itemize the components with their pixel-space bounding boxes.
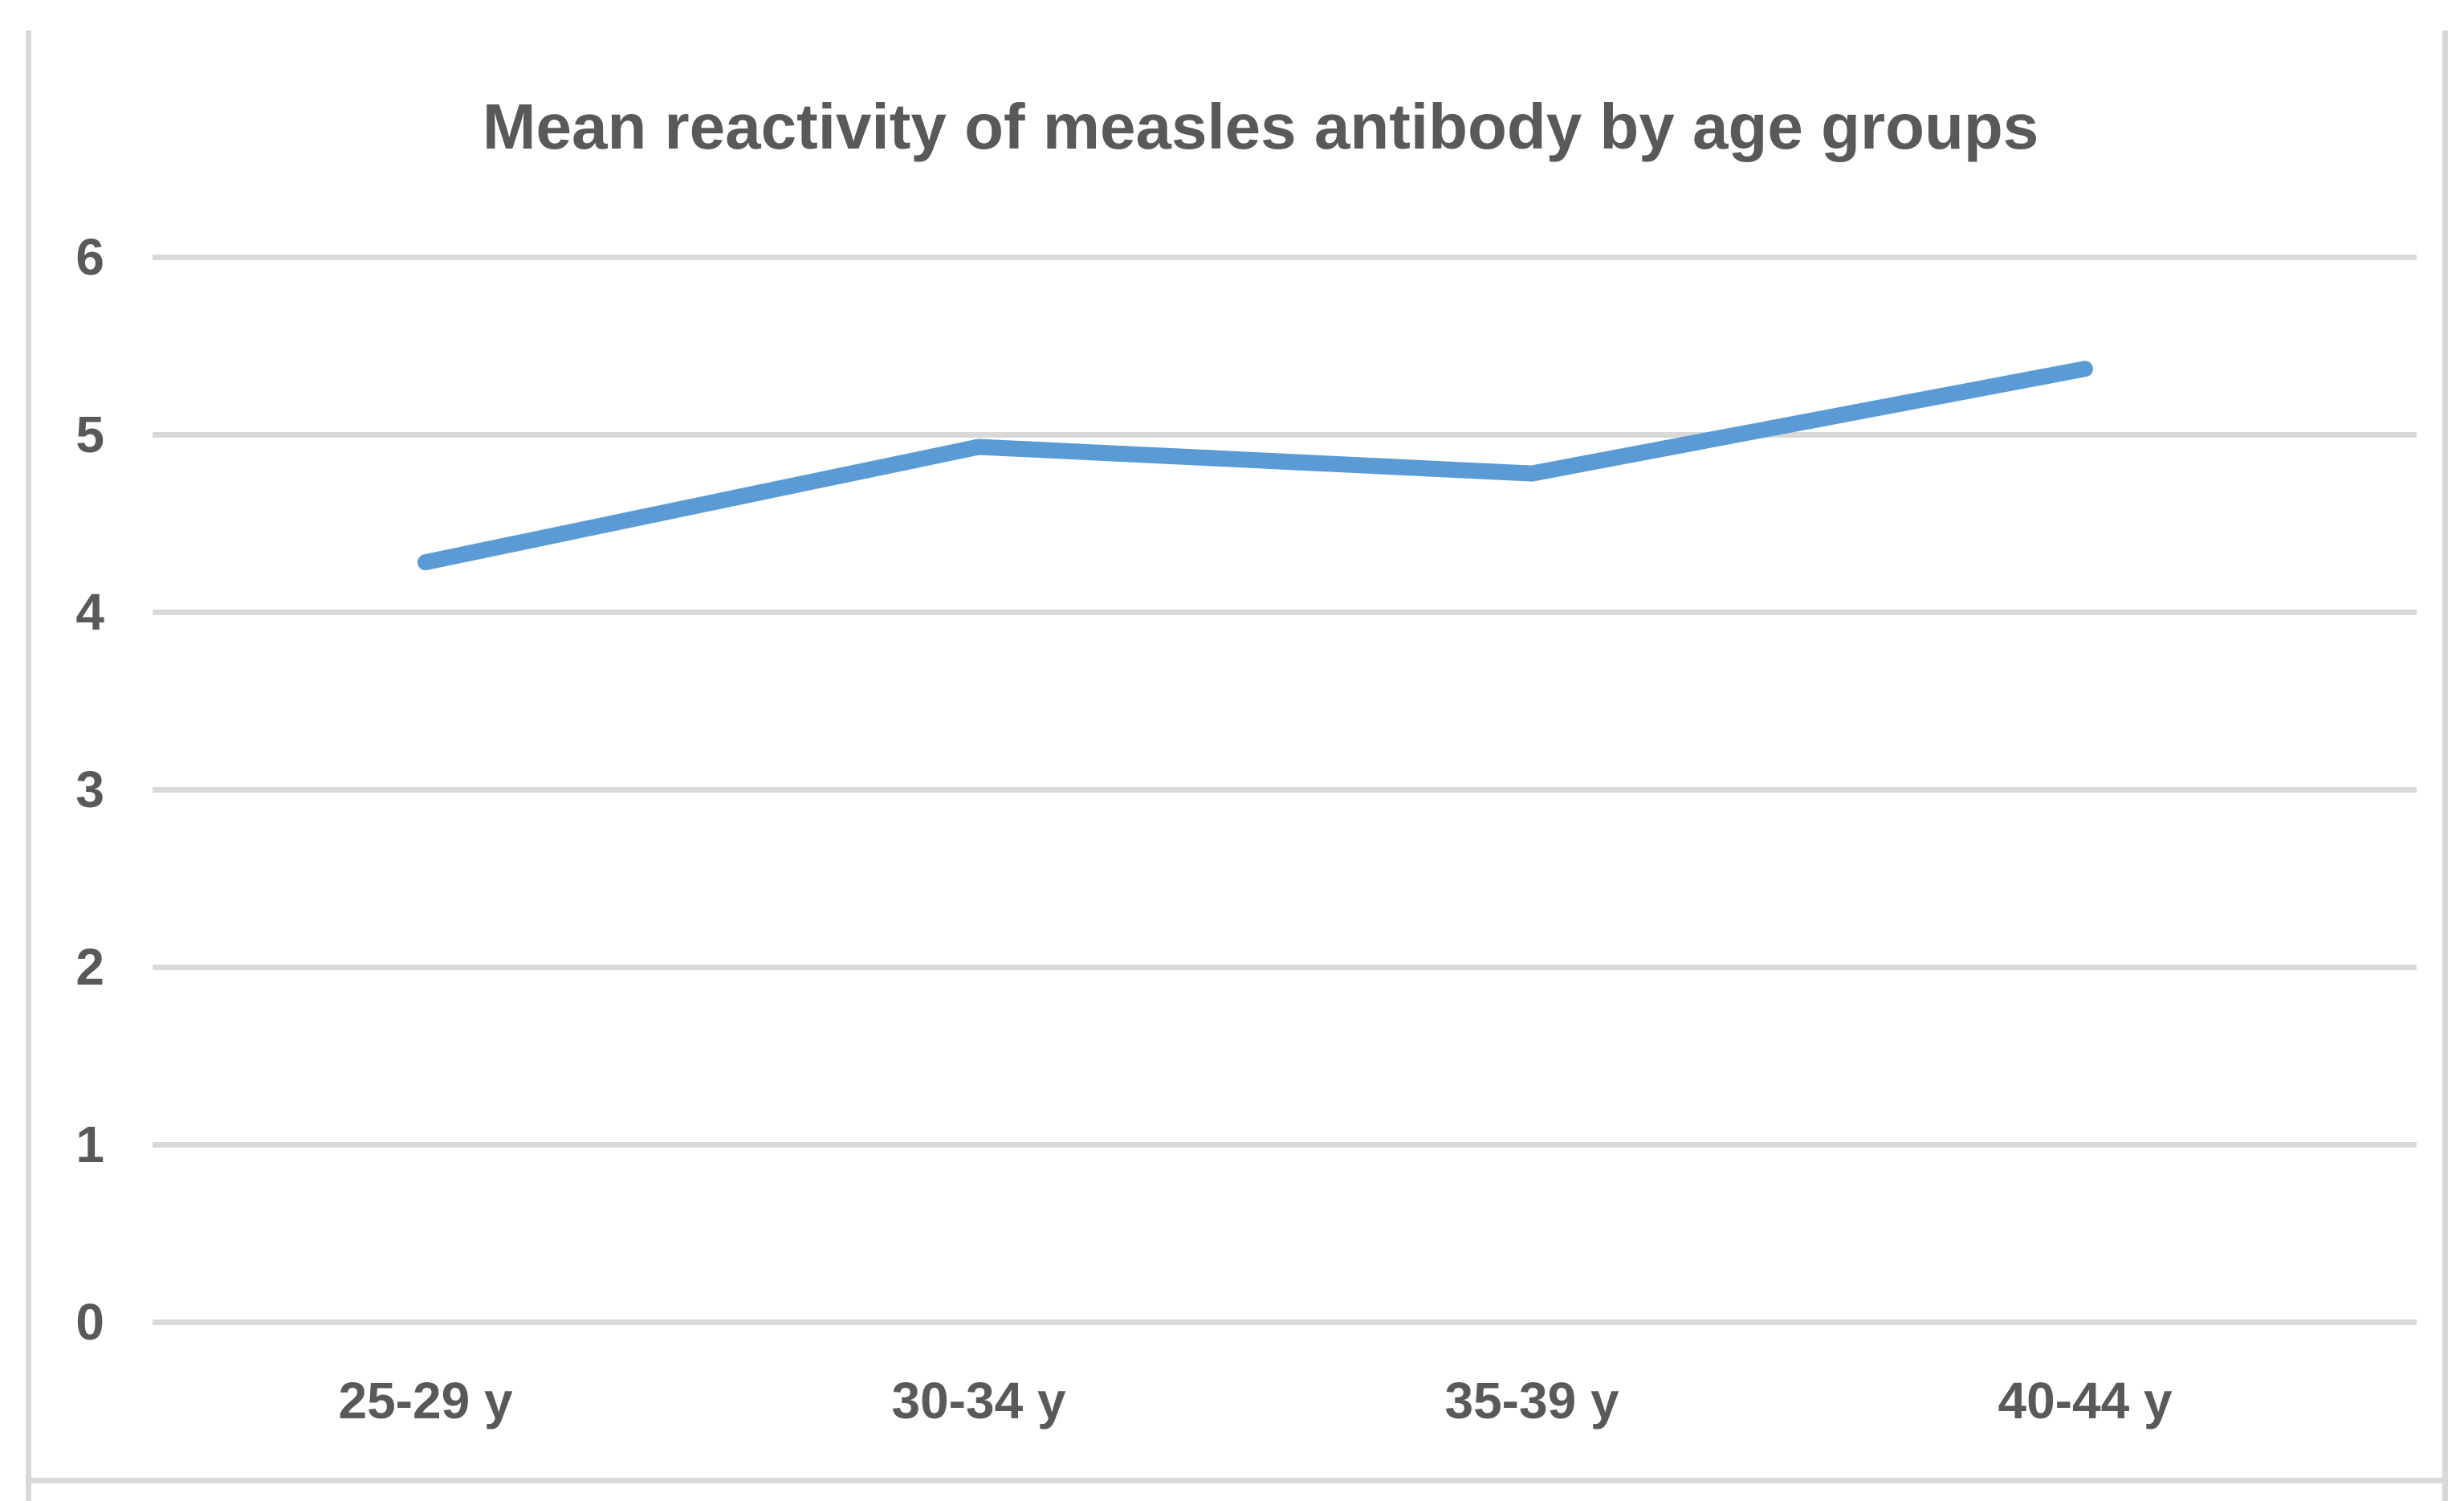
gridline-y-5 [153, 431, 2417, 438]
y-axis-tick-label: 1 [75, 1116, 104, 1173]
gridline-y-4 [153, 609, 2417, 615]
gridline-y-0 [153, 1319, 2417, 1325]
y-axis-tick-label: 3 [75, 761, 104, 818]
x-axis-tick-label: 25-29 y [338, 1372, 513, 1430]
gridline-y-3 [153, 786, 2417, 793]
chart-border-right [2442, 31, 2448, 1501]
y-axis-tick-label: 6 [75, 228, 104, 286]
x-axis-tick-label: 30-34 y [891, 1372, 1066, 1430]
chart-title: Mean reactivity of measles antibody by a… [482, 91, 2039, 162]
y-axis-tick-label: 4 [75, 583, 104, 641]
gridline-y-1 [153, 1141, 2417, 1148]
y-axis-tick-label: 5 [75, 406, 104, 463]
chart-border-left [26, 31, 31, 1501]
gridline-y-6 [153, 254, 2417, 260]
chart-border-bottom [26, 1478, 2448, 1483]
gridline-y-2 [153, 964, 2417, 970]
series-line [417, 361, 2093, 571]
x-axis-tick-label: 35-39 y [1444, 1372, 1619, 1430]
y-axis-tick-label: 0 [75, 1293, 104, 1351]
y-axis-tick-label: 2 [75, 938, 104, 996]
x-axis-tick-label: 40-44 y [1998, 1372, 2173, 1430]
